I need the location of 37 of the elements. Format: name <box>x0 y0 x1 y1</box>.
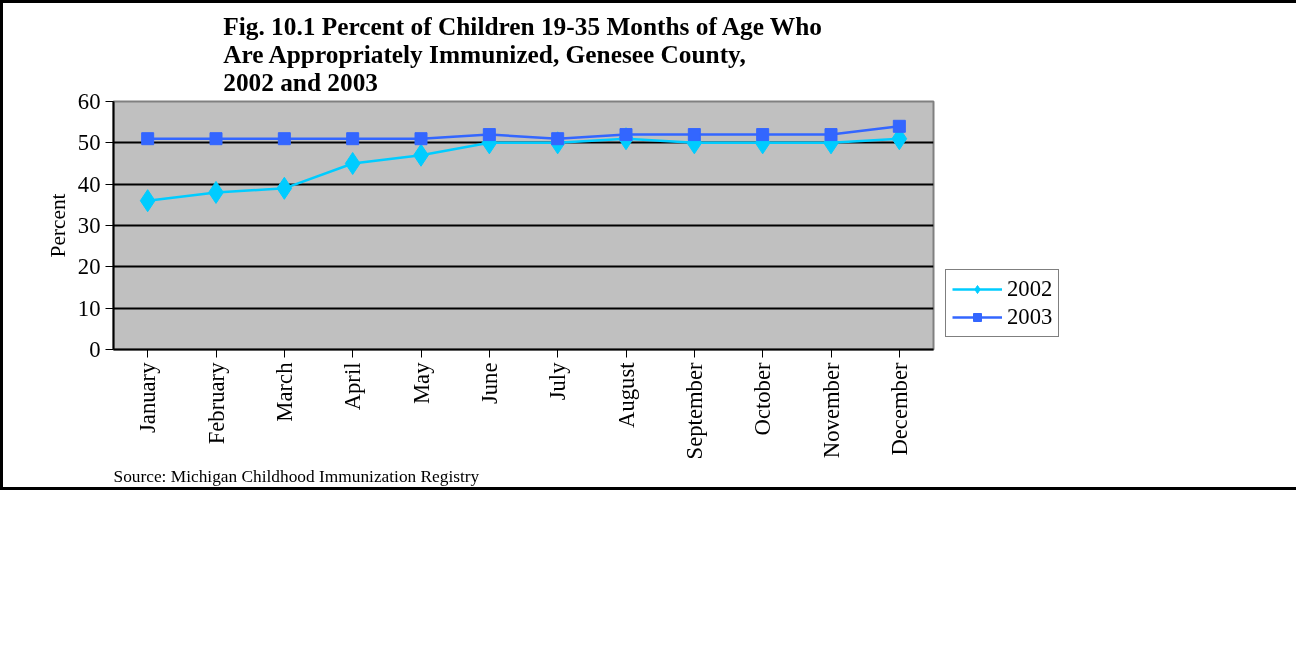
x-tick-label: April <box>340 362 366 411</box>
y-tick-label: 0 <box>89 337 101 362</box>
point <box>414 132 428 146</box>
point <box>482 128 496 142</box>
point <box>276 176 293 200</box>
y-tick-label: 40 <box>77 171 101 197</box>
x-tick-label: May <box>408 361 434 405</box>
point <box>756 128 770 142</box>
point <box>346 132 360 146</box>
y-tick-label: 10 <box>77 295 101 321</box>
y-tick-label: 20 <box>77 254 101 280</box>
x-tick-label: January <box>135 361 161 433</box>
point <box>824 128 838 142</box>
x-tick-label: July <box>545 361 571 401</box>
y-tick-label: 30 <box>77 213 101 238</box>
x-tick-label: March <box>271 361 297 422</box>
y-axis-title: Percent <box>45 193 70 258</box>
y-tick-label: 50 <box>77 130 101 156</box>
x-tick-label: February <box>203 361 229 445</box>
source-note: Source: Michigan Childhood Immunization Registry <box>113 466 480 486</box>
point <box>141 132 155 146</box>
point <box>139 189 156 213</box>
x-tick-label: December <box>886 362 912 456</box>
x-tick-label: November <box>818 362 844 459</box>
point <box>892 119 906 133</box>
x-tick-label: June <box>476 362 502 405</box>
point <box>209 132 223 146</box>
x-tick-label: August <box>613 361 639 428</box>
y-tick-label: 60 <box>77 89 101 114</box>
legend-label: 2003 <box>1007 304 1053 330</box>
x-tick-label: October <box>750 362 776 436</box>
point <box>687 128 701 142</box>
chart-title: Fig. 10.1 Percent of Children 19-35 Months of Age Who Are Appropriately Immunized, Genesee County, 2002 and 2003 <box>223 11 822 96</box>
x-tick-label: September <box>681 362 707 460</box>
point <box>277 132 291 146</box>
point <box>344 152 361 175</box>
legend-label: 2002 <box>1007 276 1053 302</box>
